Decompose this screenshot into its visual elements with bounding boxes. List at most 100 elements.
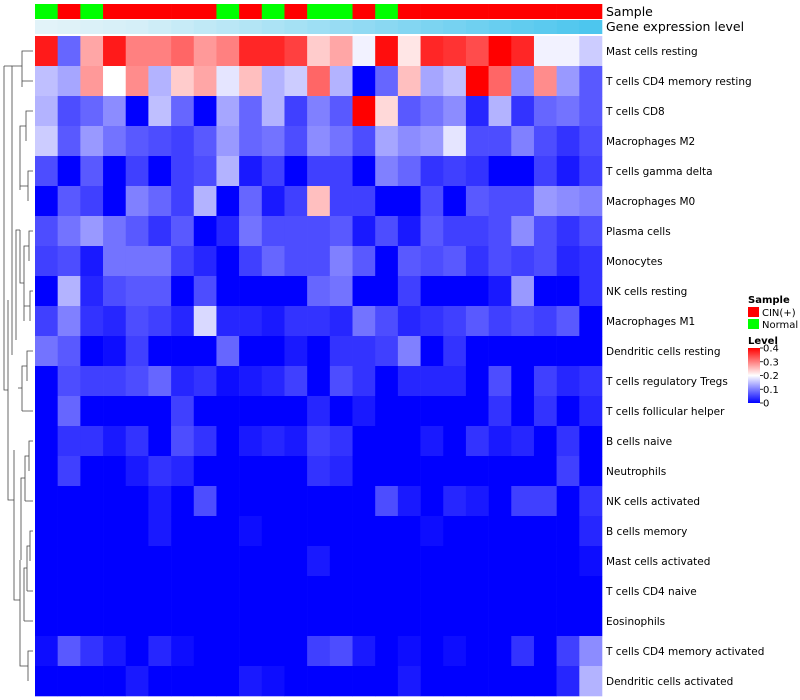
row-label: T cells CD4 naive: [605, 586, 697, 598]
heatmap-cell: [148, 606, 172, 637]
heatmap-cell: [579, 396, 603, 427]
heatmap-cell: [488, 96, 512, 127]
heatmap-cell: [307, 216, 331, 247]
heatmap-cell: [103, 636, 127, 667]
heatmap-cell: [284, 156, 308, 187]
heatmap-cell: [420, 246, 444, 277]
heatmap-cell: [533, 396, 557, 427]
heatmap-cell: [239, 486, 263, 517]
heatmap-cell: [261, 516, 285, 547]
legend-level-tick-label: 0.2: [763, 371, 779, 382]
heatmap-cell: [216, 516, 240, 547]
legend-level-colorbar: [748, 348, 760, 403]
heatmap-cell: [397, 636, 421, 667]
heatmap-cell: [80, 126, 104, 157]
heatmap-cell: [443, 486, 467, 517]
heatmap-cell: [307, 306, 331, 337]
heatmap-cell: [148, 456, 172, 487]
heatmap-cell: [352, 276, 376, 307]
heatmap-cell: [284, 516, 308, 547]
heatmap-cell: [307, 546, 331, 577]
heatmap-cell: [239, 426, 263, 457]
heatmap-cell: [239, 156, 263, 187]
heatmap-cell: [103, 96, 127, 127]
heatmap-cell: [511, 426, 535, 457]
heatmap-cell: [171, 186, 195, 217]
heatmap-cell: [397, 546, 421, 577]
expression-annotation-cell: [352, 20, 376, 34]
heatmap-cell: [465, 516, 489, 547]
heatmap-cell: [352, 126, 376, 157]
heatmap-cell: [80, 276, 104, 307]
heatmap-cell: [420, 456, 444, 487]
heatmap-cell: [556, 96, 580, 127]
heatmap-cell: [375, 456, 399, 487]
heatmap-cell: [284, 546, 308, 577]
heatmap-cell: [465, 276, 489, 307]
heatmap-cell: [239, 666, 263, 697]
heatmap-cell: [511, 306, 535, 337]
expression-annotation-cell: [80, 20, 104, 34]
heatmap-cell: [443, 96, 467, 127]
heatmap-cell: [57, 96, 81, 127]
heatmap-cell: [465, 426, 489, 457]
row-label: Dendritic cells resting: [606, 346, 721, 358]
heatmap-cell: [216, 156, 240, 187]
heatmap-cell: [57, 366, 81, 397]
heatmap-cell: [171, 366, 195, 397]
heatmap-cell: [80, 336, 104, 367]
heatmap-cell: [125, 636, 149, 667]
row-label: T cells regulatory Tregs: [605, 376, 728, 388]
heatmap-cell: [193, 36, 217, 67]
heatmap-cell: [556, 606, 580, 637]
sample-annotation-cell: [329, 4, 353, 19]
heatmap-cell: [57, 276, 81, 307]
heatmap-cell: [579, 186, 603, 217]
heatmap-cell: [556, 456, 580, 487]
sample-annotation-cell: [533, 4, 557, 19]
heatmap-cell: [148, 546, 172, 577]
heatmap-cell: [329, 156, 353, 187]
heatmap-cell: [511, 606, 535, 637]
heatmap-cell: [307, 486, 331, 517]
heatmap-cell: [57, 156, 81, 187]
heatmap-cell: [57, 576, 81, 607]
heatmap-cell: [397, 576, 421, 607]
heatmap-cell: [57, 336, 81, 367]
heatmap-cell: [579, 426, 603, 457]
heatmap-cell: [261, 366, 285, 397]
legend-sample-title: Sample: [748, 295, 790, 306]
heatmap-cell: [465, 546, 489, 577]
heatmap-cell: [35, 456, 58, 487]
row-label: Dendritic cells activated: [606, 676, 733, 688]
heatmap-cell: [579, 366, 603, 397]
sample-annotation-cell: [443, 4, 467, 19]
heatmap-cell: [443, 306, 467, 337]
heatmap-cell: [307, 576, 331, 607]
row-label: T cells CD4 memory resting: [605, 76, 752, 88]
heatmap-cell: [465, 66, 489, 97]
heatmap-cell: [193, 216, 217, 247]
heatmap-cell: [511, 636, 535, 667]
heatmap-cell: [193, 486, 217, 517]
heatmap-cell: [261, 426, 285, 457]
heatmap-cell: [352, 426, 376, 457]
heatmap-cell: [239, 606, 263, 637]
heatmap-cell: [216, 576, 240, 607]
expression-annotation-cell: [171, 20, 195, 34]
heatmap-cell: [261, 276, 285, 307]
heatmap-cell: [443, 36, 467, 67]
heatmap-cell: [488, 546, 512, 577]
heatmap-cell: [511, 246, 535, 277]
heatmap-cell: [420, 546, 444, 577]
sample-annotation-cell: [465, 4, 489, 19]
heatmap-cell: [329, 186, 353, 217]
heatmap-cell: [307, 606, 331, 637]
heatmap-cell: [80, 96, 104, 127]
heatmap-cell: [443, 546, 467, 577]
heatmap-cell: [35, 186, 58, 217]
heatmap-cell: [556, 306, 580, 337]
heatmap-cell: [579, 276, 603, 307]
heatmap-cell: [443, 606, 467, 637]
